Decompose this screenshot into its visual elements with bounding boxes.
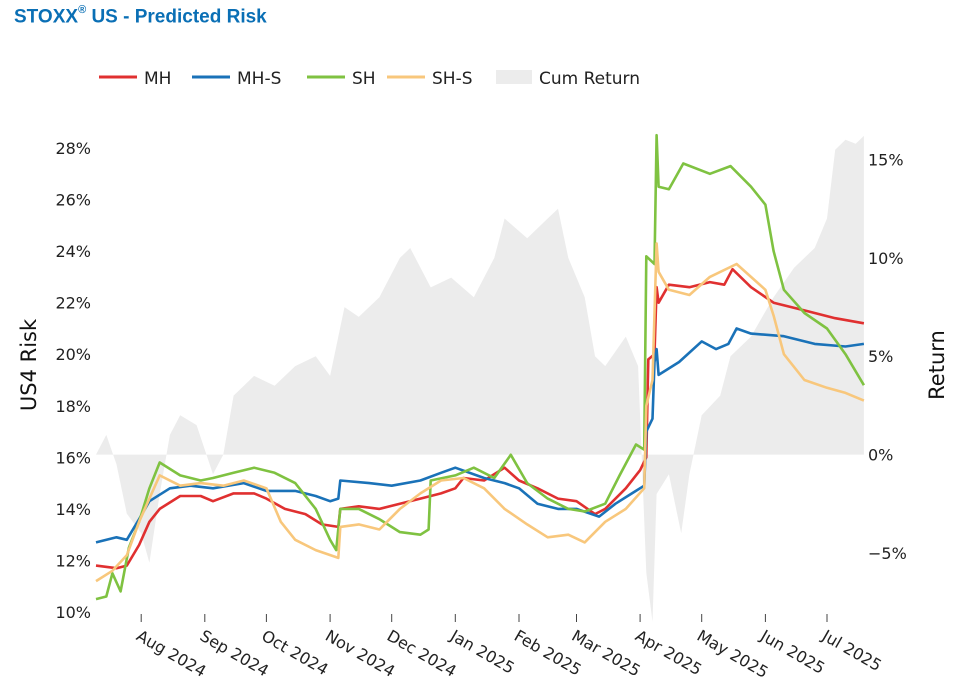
legend-label-mh: MH <box>144 69 171 89</box>
title-rest: US - Predicted Risk <box>86 6 267 28</box>
y-tick-label: 26% <box>55 191 91 210</box>
y-tick-label: 16% <box>55 448 91 467</box>
risk-lines-layer <box>95 133 866 601</box>
y2-tick-label: 0% <box>868 446 893 465</box>
title-registered-mark: ® <box>78 4 87 16</box>
right-y-axis: −5% 0% 5% 10% 15% <box>868 151 907 564</box>
left-axis-title: US4 Risk <box>17 318 41 411</box>
x-tick-label: Nov 2024 <box>322 626 398 681</box>
cum-return-area-layer <box>96 135 864 622</box>
y-tick-label: 22% <box>55 294 91 313</box>
y-tick-label: 10% <box>55 603 91 622</box>
title-main: STOXX <box>14 6 79 28</box>
y2-tick-label: −5% <box>868 544 907 563</box>
left-y-axis: 10% 12% 14% 16% 18% 20% 22% 24% 26% 28% <box>55 139 91 622</box>
chart-title: STOXX® US - Predicted Risk <box>14 4 267 28</box>
series-line-sh-s <box>95 242 865 583</box>
y-tick-label: 28% <box>55 139 91 158</box>
cum-return-area <box>96 135 864 622</box>
y2-tick-label: 15% <box>868 151 904 170</box>
legend-swatch-cum-return <box>496 70 532 84</box>
x-tick-label: Oct 2024 <box>258 626 331 679</box>
legend-label-cum-return: Cum Return <box>539 69 640 89</box>
x-tick-label: May 2025 <box>694 626 772 682</box>
legend-label-sh-s: SH-S <box>432 69 473 89</box>
y-tick-label: 14% <box>55 500 91 519</box>
legend: MH MH-S SH SH-S Cum Return <box>99 69 640 89</box>
x-tick-label: Apr 2025 <box>632 626 705 679</box>
x-tick-label: Jan 2025 <box>446 626 517 678</box>
y-tick-label: 20% <box>55 345 91 364</box>
series-line-mh <box>95 267 865 570</box>
y2-tick-label: 5% <box>868 347 893 366</box>
legend-label-sh: SH <box>352 69 376 89</box>
x-tick-label: Mar 2025 <box>569 626 644 680</box>
x-tick-label: Aug 2024 <box>133 626 209 681</box>
y2-tick-label: 10% <box>868 249 904 268</box>
x-tick-label: Dec 2024 <box>384 626 460 681</box>
x-tick-label: Jul 2025 <box>818 626 885 676</box>
legend-label-mh-s: MH-S <box>237 69 281 89</box>
y-tick-label: 24% <box>55 242 91 261</box>
y-tick-label: 12% <box>55 551 91 570</box>
x-tick-label: Sep 2024 <box>197 626 272 680</box>
right-axis-title: Return <box>925 330 949 400</box>
series-line-sh <box>95 133 866 601</box>
y-tick-label: 18% <box>55 397 91 416</box>
